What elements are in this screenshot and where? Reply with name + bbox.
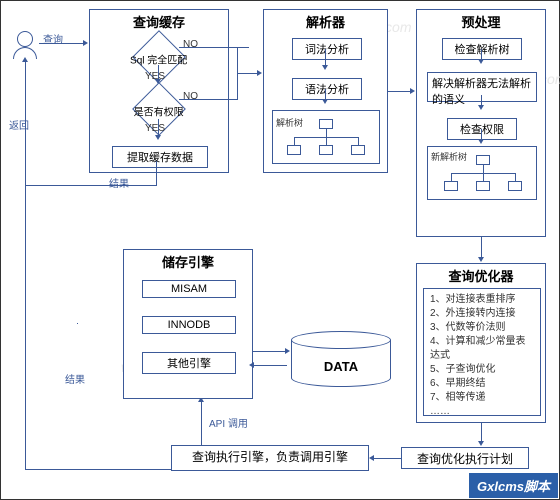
- user-icon: [17, 31, 33, 47]
- label-no: NO: [183, 91, 198, 102]
- edge: [25, 59, 26, 469]
- edge: [25, 469, 171, 470]
- node-resolve-semantics: 解决解析器无法解析的语义: [427, 72, 537, 102]
- label-yes: YES: [145, 123, 165, 134]
- edge: [451, 173, 452, 181]
- tree-box: [427, 146, 537, 200]
- storage-title: 储存引擎: [124, 250, 252, 275]
- tree-node-icon: [319, 145, 333, 155]
- edge: [515, 173, 516, 181]
- edge: [253, 351, 287, 352]
- arrowhead-icon: [22, 57, 28, 62]
- optimizer-item: ……: [430, 405, 534, 419]
- node-exec-engine: 查询执行引擎，负责调用引擎: [171, 445, 369, 471]
- tree-node-icon: [287, 145, 301, 155]
- footer-logo: Gxlcms脚本: [469, 473, 558, 498]
- pre-title: 预处理: [417, 10, 545, 35]
- edge: [294, 137, 295, 145]
- node-innodb: INNODB: [142, 316, 236, 334]
- optimizer-item: 3、代数等价法则: [430, 321, 534, 335]
- node-syntax: 语法分析: [292, 78, 362, 100]
- panel-optimizer: 查询优化器 1、对连接表重排序2、外连接转内连接3、代数等价法则4、计算和减少常…: [416, 263, 546, 423]
- optimizer-item: 6、早期终结: [430, 377, 534, 391]
- edge: [89, 185, 157, 186]
- tree-node-icon: [319, 119, 333, 129]
- node-misam: MISAM: [142, 280, 236, 298]
- edge: [451, 173, 515, 174]
- parser-title: 解析器: [264, 10, 387, 35]
- edge: [373, 458, 401, 459]
- tree-node-icon: [508, 181, 522, 191]
- optimizer-item: 4、计算和减少常量表达式: [430, 335, 534, 363]
- panel-preprocess: 预处理 检查解析树 解决解析器无法解析的语义 检查权限 新解析树: [416, 9, 546, 237]
- panel-storage: 储存引擎 MISAM INNODB 其他引擎: [123, 249, 253, 399]
- edge: [388, 91, 412, 92]
- node-lex: 词法分析: [292, 38, 362, 60]
- arrowhead-icon: [322, 65, 328, 70]
- node-exec-plan: 查询优化执行计划: [401, 447, 529, 469]
- edge: [481, 237, 482, 259]
- edge: [253, 365, 287, 366]
- panel-cache: 查询缓存 Sql 完全匹配 是否有权限 提取缓存数据: [89, 9, 229, 173]
- node-check-perm: 检查权限: [447, 118, 517, 140]
- arrowhead-icon: [83, 40, 88, 46]
- data-label: DATA: [291, 359, 391, 374]
- tree-node-icon: [351, 145, 365, 155]
- edge: [294, 137, 358, 138]
- optimizer-item: 2、外连接转内连接: [430, 307, 534, 321]
- tree-box: [272, 110, 380, 164]
- arrowhead-icon: [478, 441, 484, 446]
- arrowhead-icon: [249, 362, 254, 368]
- arrowhead-icon: [478, 105, 484, 110]
- label-result: 结果: [109, 175, 129, 190]
- optimizer-box: 1、对连接表重排序2、外连接转内连接3、代数等价法则4、计算和减少常量表达式5、…: [423, 288, 541, 416]
- edge: [39, 43, 85, 44]
- arrowhead-icon: [155, 79, 161, 84]
- label-result: 结果: [65, 371, 85, 386]
- edge: [358, 137, 359, 145]
- node-check-tree: 检查解析树: [442, 38, 522, 60]
- arrowhead-icon: [257, 70, 262, 76]
- edge: [179, 47, 249, 48]
- edge: [237, 73, 259, 74]
- tree-node-icon: [476, 155, 490, 165]
- edge: [179, 99, 237, 100]
- arrowhead-icon: [322, 99, 328, 104]
- data-cylinder-icon: DATA: [291, 331, 391, 387]
- optimizer-item: 7、相等传递: [430, 391, 534, 405]
- decision-label: 是否有权限: [124, 103, 194, 118]
- optimizer-item: 5、子查询优化: [430, 363, 534, 377]
- node-other-engine: 其他引擎: [142, 352, 236, 374]
- edge: [25, 185, 89, 186]
- optimizer-list: 1、对连接表重排序2、外连接转内连接3、代数等价法则4、计算和减少常量表达式5、…: [424, 289, 540, 423]
- label-no: NO: [183, 39, 198, 50]
- arrowhead-icon: [410, 88, 415, 94]
- tree-node-icon: [444, 181, 458, 191]
- edge: [481, 423, 482, 443]
- arrowhead-icon: [369, 455, 374, 461]
- arrowhead-icon: [478, 257, 484, 262]
- arrowhead-icon: [285, 348, 290, 354]
- label-api-call: API 调用: [209, 415, 248, 430]
- edge: [201, 399, 202, 445]
- node-extract-cache: 提取缓存数据: [112, 146, 208, 168]
- optimizer-title: 查询优化器: [417, 264, 545, 289]
- edge: [156, 161, 157, 185]
- edge: [77, 323, 78, 324]
- optimizer-item: 1、对连接表重排序: [430, 293, 534, 307]
- arrowhead-icon: [478, 59, 484, 64]
- arrowhead-icon: [478, 139, 484, 144]
- tree-node-icon: [476, 181, 490, 191]
- label-return: 返回: [9, 117, 29, 132]
- arrowhead-icon: [155, 135, 161, 140]
